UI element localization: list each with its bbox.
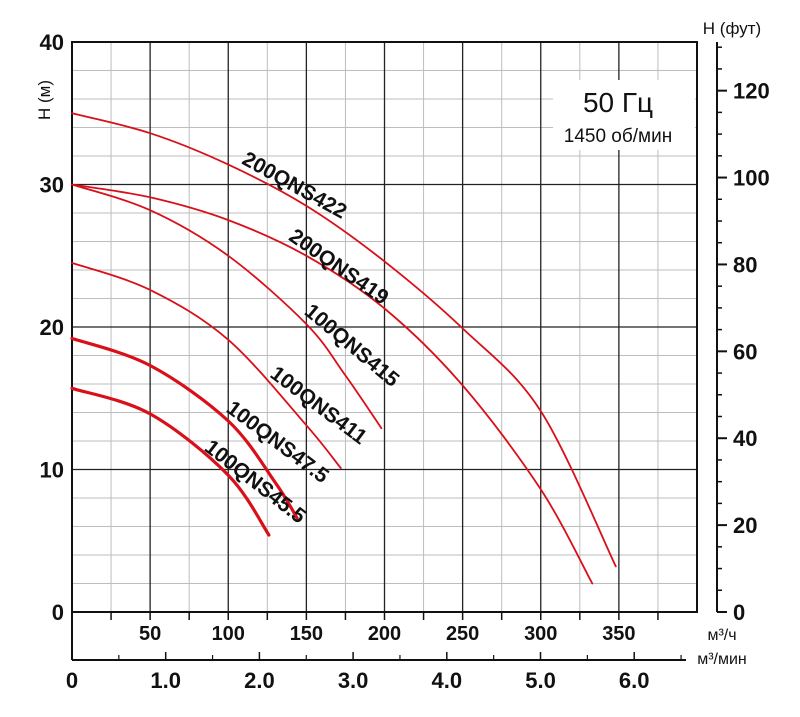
y-right-tick-label: 100 [733,166,770,191]
pump-curve-100QNS47.5 [70,336,299,520]
y-right-tick-label: 20 [733,513,757,538]
pump-curve-100QNS415 [71,183,383,430]
x-top-tick-label: 350 [602,623,635,645]
y-right-tick-label: 80 [733,252,757,277]
x-top-tick-label: 50 [139,623,161,645]
x-bottom-tick-label: 2.0 [244,668,275,693]
x-bottom-tick-label: 3.0 [338,668,369,693]
y-right-tick-label: 0 [733,600,745,625]
pump-curves [70,112,617,585]
frequency-label: 50 Гц [583,87,653,118]
curve-label-200QNS419: 200QNS419 [285,224,393,309]
x-bottom-tick-label: 1.0 [150,668,181,693]
y-left-label: H (м) [35,80,54,120]
x-bottom-tick-label: 6.0 [619,668,650,693]
x-bottom-unit-label: м³/мин [697,651,747,668]
left-axis-ticks: 0 10 20 30 40 [40,30,64,625]
pump-curve-200QNS419 [71,183,594,585]
flow-m3min-ticks: 0 1.0 2.0 3.0 4.0 5.0 6.0 [66,652,682,693]
annotation-box [553,80,695,150]
pump-curve-100QNS45.5 [70,386,271,537]
curve-label-200QNS422: 200QNS422 [238,147,350,223]
x-top-tick-label: 300 [524,623,557,645]
x-top-unit-label: м³/ч [707,627,736,644]
x-bottom-tick-label: 4.0 [432,668,463,693]
x-top-tick-label: 250 [446,623,479,645]
y-left-tick-label: 30 [40,173,64,198]
x-top-tick-label: 100 [212,623,245,645]
y-left-tick-label: 40 [40,30,64,55]
pump-curve-200QNS422 [71,112,617,568]
y-left-tick-label: 10 [40,458,64,483]
x-bottom-tick-label: 5.0 [525,668,556,693]
speed-label: 1450 об/мин [564,126,672,147]
x-top-tick-label: 150 [290,623,323,645]
flow-m3h-ticks: 50 100 150 200 250 300 350 [110,612,659,645]
y-left-tick-label: 0 [52,600,64,625]
y-left-tick-label: 20 [40,315,64,340]
y-right-label: H (фут) [703,19,761,38]
y-right-tick-label: 120 [733,79,770,104]
y-right-tick-label: 40 [733,426,757,451]
right-axis-ticks: 0 20 40 60 80 100 120 [717,46,770,625]
y-right-tick-label: 60 [733,339,757,364]
x-bottom-tick-label: 0 [66,668,78,693]
curve-labels: 200QNS422200QNS419100QNS415100QNS411100Q… [200,147,403,528]
pump-curve-100QNS411 [71,262,342,469]
x-top-tick-label: 200 [368,623,401,645]
curve-label-100QNS415: 100QNS415 [300,300,404,392]
